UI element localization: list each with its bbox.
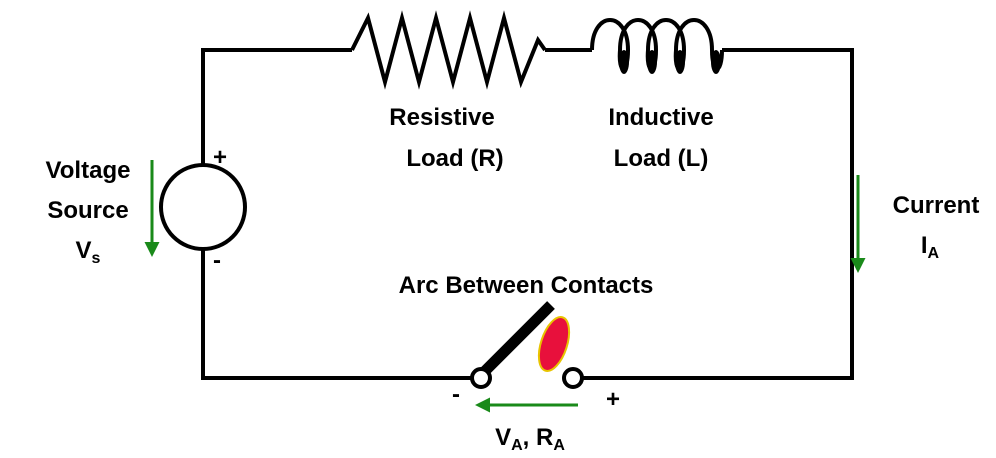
label: IA [921, 232, 940, 262]
wire [201, 48, 352, 165]
contact [562, 367, 584, 389]
subscript: A [928, 245, 940, 262]
symbol: , R [523, 424, 554, 451]
label: Load (R) [406, 145, 503, 172]
wire [582, 48, 854, 380]
polarity: + [606, 386, 620, 413]
label: Arc Between Contacts [399, 272, 654, 299]
polarity: - [452, 381, 460, 408]
resistor [350, 10, 547, 90]
arc [537, 316, 571, 372]
symbol: V [76, 237, 92, 264]
symbol: I [921, 232, 928, 259]
label: Voltage [46, 157, 131, 184]
polarity: + [213, 144, 227, 171]
subscript: A [511, 437, 523, 454]
polarity: - [213, 247, 221, 274]
voltage-source [159, 163, 247, 251]
switch-blade [477, 301, 555, 379]
subscript: A [553, 437, 565, 454]
inductor [590, 18, 724, 71]
label: VA, RA [495, 424, 565, 454]
symbol: V [495, 424, 511, 451]
label: Resistive [389, 104, 494, 131]
label: Inductive [608, 104, 713, 131]
coil-ends [619, 50, 721, 74]
label: Load (L) [614, 145, 709, 172]
label: Source [47, 197, 128, 224]
wire [201, 249, 472, 380]
label: Vs [76, 237, 101, 267]
label: Current [893, 192, 980, 219]
subscript: s [92, 250, 101, 267]
contact [470, 367, 492, 389]
